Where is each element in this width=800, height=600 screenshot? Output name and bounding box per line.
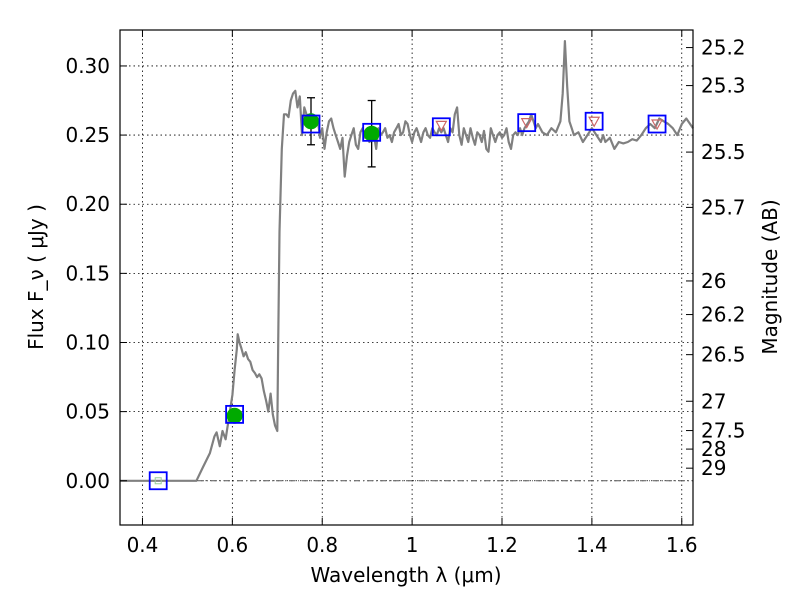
y2-tick-label: 27 [701, 389, 726, 413]
y-tick-label: 0.20 [65, 192, 110, 216]
y2-tick-label: 26.5 [701, 343, 746, 367]
x-tick-label: 1.4 [576, 533, 608, 557]
y2-tick-label: 25.2 [701, 36, 746, 60]
plot-frame [119, 29, 694, 526]
detection-point [303, 113, 319, 130]
y-tick-label: 0.10 [65, 330, 110, 354]
model-photometry-square [301, 114, 321, 134]
y2-tick-label: 27.5 [701, 419, 746, 443]
upper-limit-marker [588, 116, 601, 128]
model-spectrum-series [120, 40, 694, 482]
model-photometry-square [584, 111, 604, 131]
model-photometry-square [362, 122, 382, 142]
x-axis-ticks: 0.4 0.6 0.8 1 1.2 1.4 1.6 [127, 30, 698, 557]
y-tick-label: 0.30 [65, 54, 110, 78]
upper-limit-marker [435, 120, 448, 132]
y-tick-label: 0.25 [65, 123, 110, 147]
y2-tick-label: 25.7 [701, 195, 746, 219]
y2-tick-label: 25.5 [701, 140, 746, 164]
y2-tick-label: 26.2 [701, 303, 746, 327]
model-photometry-square [148, 471, 168, 491]
model-photometry-square [517, 113, 537, 133]
y2-tick-label: 25.3 [701, 74, 746, 98]
y2-tick-label: 29 [701, 456, 726, 480]
model-photometry-square [647, 114, 667, 134]
y-tick-label: 0.00 [65, 469, 110, 493]
model-photometry-square [225, 404, 245, 424]
y2-axis-title: Magnitude (AB) [758, 199, 782, 354]
detection-point [226, 407, 243, 424]
x-tick-label: 1.2 [486, 533, 518, 557]
x-axis-title: Wavelength λ (μm) [310, 563, 501, 587]
x-tick-label: 1 [406, 533, 419, 557]
y-axis-title: Flux F_ν ( μJy ) [24, 204, 48, 350]
upper-limit-marker [520, 118, 533, 129]
y2-tick-label: 28 [701, 437, 726, 461]
x-tick-label: 0.6 [216, 533, 248, 557]
y-tick-label: 0.05 [65, 400, 110, 424]
y-axis-ticks: 0.00 0.05 0.10 0.15 0.20 0.25 0.30 [65, 54, 127, 493]
faint-marker [154, 477, 162, 485]
x-tick-label: 0.4 [127, 533, 159, 557]
model-spectrum-line [120, 40, 694, 482]
grid [120, 30, 693, 525]
x-tick-label: 1.6 [666, 533, 698, 557]
y-tick-label: 0.15 [65, 261, 110, 285]
y2-tick-label: 26 [701, 269, 726, 293]
model-photometry-square [431, 117, 451, 137]
x-tick-label: 0.8 [306, 533, 338, 557]
upper-limit-marker [651, 119, 664, 131]
detection-point [363, 125, 380, 142]
photometry-markers [148, 97, 667, 491]
